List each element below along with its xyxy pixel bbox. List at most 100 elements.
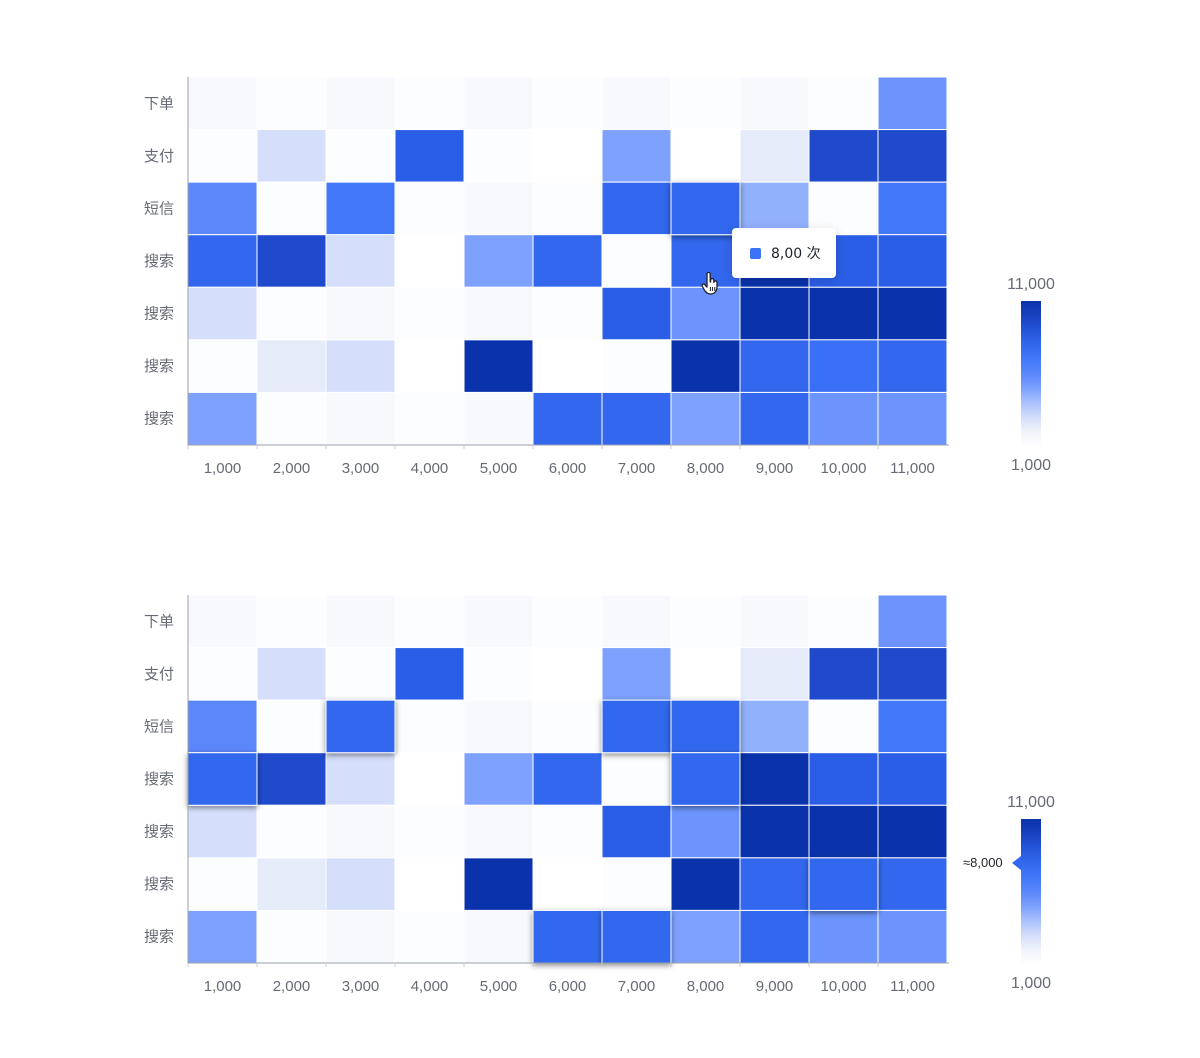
heatmap-cell[interactable] — [256, 594, 327, 649]
heatmap-cell[interactable] — [394, 286, 465, 341]
heatmap-cell[interactable] — [877, 391, 948, 446]
heatmap-cell[interactable] — [739, 286, 810, 341]
heatmap-cell[interactable] — [877, 234, 948, 288]
heatmap-cell[interactable] — [325, 647, 396, 701]
heatmap-cell[interactable] — [877, 181, 948, 236]
heatmap-cell[interactable] — [325, 181, 396, 236]
heatmap-cell[interactable] — [808, 339, 879, 393]
heatmap-cell[interactable] — [256, 286, 327, 341]
heatmap-cell[interactable] — [187, 129, 258, 183]
heatmap-cell[interactable] — [325, 339, 396, 393]
heatmap-cell[interactable] — [463, 699, 534, 754]
heatmap-cell[interactable] — [601, 391, 672, 446]
heatmap-cell[interactable] — [670, 594, 741, 649]
heatmap-cell[interactable] — [325, 234, 396, 288]
heatmap-cell[interactable] — [187, 857, 258, 911]
heatmap-cell[interactable] — [463, 752, 534, 806]
heatmap-cell-highlighted[interactable] — [808, 857, 879, 911]
heatmap-cell-highlighted[interactable] — [670, 752, 741, 806]
heatmap-cell[interactable] — [256, 752, 327, 806]
heatmap-cell[interactable] — [187, 804, 258, 859]
heatmap-cell[interactable] — [532, 339, 603, 393]
heatmap-cell[interactable] — [877, 909, 948, 964]
heatmap-cell[interactable] — [256, 699, 327, 754]
colorbar-value-marker[interactable] — [1012, 855, 1021, 870]
heatmap-cell[interactable] — [877, 647, 948, 701]
heatmap-cell[interactable] — [739, 181, 810, 236]
heatmap-cell[interactable] — [463, 647, 534, 701]
heatmap-cell[interactable] — [532, 234, 603, 288]
heatmap-cell[interactable] — [463, 76, 534, 131]
heatmap-cell[interactable] — [877, 129, 948, 183]
heatmap-cell[interactable] — [739, 129, 810, 183]
heatmap-cell[interactable] — [187, 181, 258, 236]
heatmap-cell[interactable] — [187, 594, 258, 649]
heatmap-cell[interactable] — [877, 594, 948, 649]
heatmap-cell[interactable] — [877, 857, 948, 911]
heatmap-cell-highlighted[interactable] — [601, 909, 672, 964]
heatmap-cell[interactable] — [463, 129, 534, 183]
heatmap-cell[interactable] — [325, 286, 396, 341]
heatmap-cell[interactable] — [808, 804, 879, 859]
heatmap-cell[interactable] — [601, 647, 672, 701]
heatmap-cell[interactable] — [739, 752, 810, 806]
heatmap-cell-highlighted[interactable] — [532, 909, 603, 964]
heatmap-cell[interactable] — [808, 391, 879, 446]
heatmap-cell[interactable] — [739, 699, 810, 754]
heatmap-cell[interactable] — [808, 909, 879, 964]
heatmap-cell[interactable] — [808, 76, 879, 131]
heatmap-cell[interactable] — [877, 286, 948, 341]
heatmap-cell[interactable] — [394, 234, 465, 288]
heatmap-cell[interactable] — [532, 76, 603, 131]
heatmap-cell[interactable] — [394, 752, 465, 806]
heatmap-cell[interactable] — [256, 76, 327, 131]
heatmap-cell[interactable] — [463, 286, 534, 341]
heatmap-cell[interactable] — [877, 804, 948, 859]
heatmap-cell[interactable] — [601, 286, 672, 341]
heatmap-cell[interactable] — [256, 181, 327, 236]
heatmap-cell[interactable] — [877, 339, 948, 393]
heatmap-cell[interactable] — [325, 909, 396, 964]
heatmap-cell[interactable] — [256, 129, 327, 183]
heatmap-cell[interactable] — [325, 76, 396, 131]
heatmap-cell[interactable] — [394, 391, 465, 446]
heatmap-cell[interactable] — [325, 752, 396, 806]
heatmap-cell[interactable] — [256, 804, 327, 859]
heatmap-cell[interactable] — [739, 909, 810, 964]
heatmap-cell[interactable] — [532, 857, 603, 911]
heatmap-cell[interactable] — [187, 76, 258, 131]
heatmap-cell-highlighted[interactable] — [670, 699, 741, 754]
heatmap-cell[interactable] — [532, 594, 603, 649]
heatmap-cell[interactable] — [256, 857, 327, 911]
heatmap-cell[interactable] — [325, 857, 396, 911]
heatmap-cell[interactable] — [808, 699, 879, 754]
heatmap-cell[interactable] — [463, 909, 534, 964]
heatmap-cell[interactable] — [601, 234, 672, 288]
heatmap-cell[interactable] — [532, 286, 603, 341]
heatmap-cell[interactable] — [325, 391, 396, 446]
heatmap-cell[interactable] — [187, 699, 258, 754]
heatmap-cell[interactable] — [394, 339, 465, 393]
heatmap-cell[interactable] — [739, 594, 810, 649]
heatmap-cell[interactable] — [670, 76, 741, 131]
heatmap-cell[interactable] — [808, 286, 879, 341]
heatmap-cell[interactable] — [601, 129, 672, 183]
heatmap-cell[interactable] — [532, 804, 603, 859]
heatmap-cell-highlighted[interactable] — [325, 699, 396, 754]
heatmap-cell[interactable] — [670, 391, 741, 446]
heatmap-cell[interactable] — [256, 234, 327, 288]
heatmap-cell[interactable] — [394, 699, 465, 754]
heatmap-cell[interactable] — [256, 647, 327, 701]
heatmap-cell[interactable] — [739, 76, 810, 131]
heatmap-cell[interactable] — [394, 76, 465, 131]
heatmap-cell[interactable] — [670, 909, 741, 964]
heatmap-cell[interactable] — [670, 129, 741, 183]
heatmap-cell[interactable] — [670, 804, 741, 859]
heatmap-cell[interactable] — [187, 339, 258, 393]
heatmap-cell[interactable] — [532, 752, 603, 806]
heatmap-cell[interactable] — [808, 647, 879, 701]
heatmap-cell[interactable] — [187, 391, 258, 446]
heatmap-cell[interactable] — [532, 129, 603, 183]
heatmap-cell[interactable] — [463, 857, 534, 911]
heatmap-cell[interactable] — [325, 129, 396, 183]
